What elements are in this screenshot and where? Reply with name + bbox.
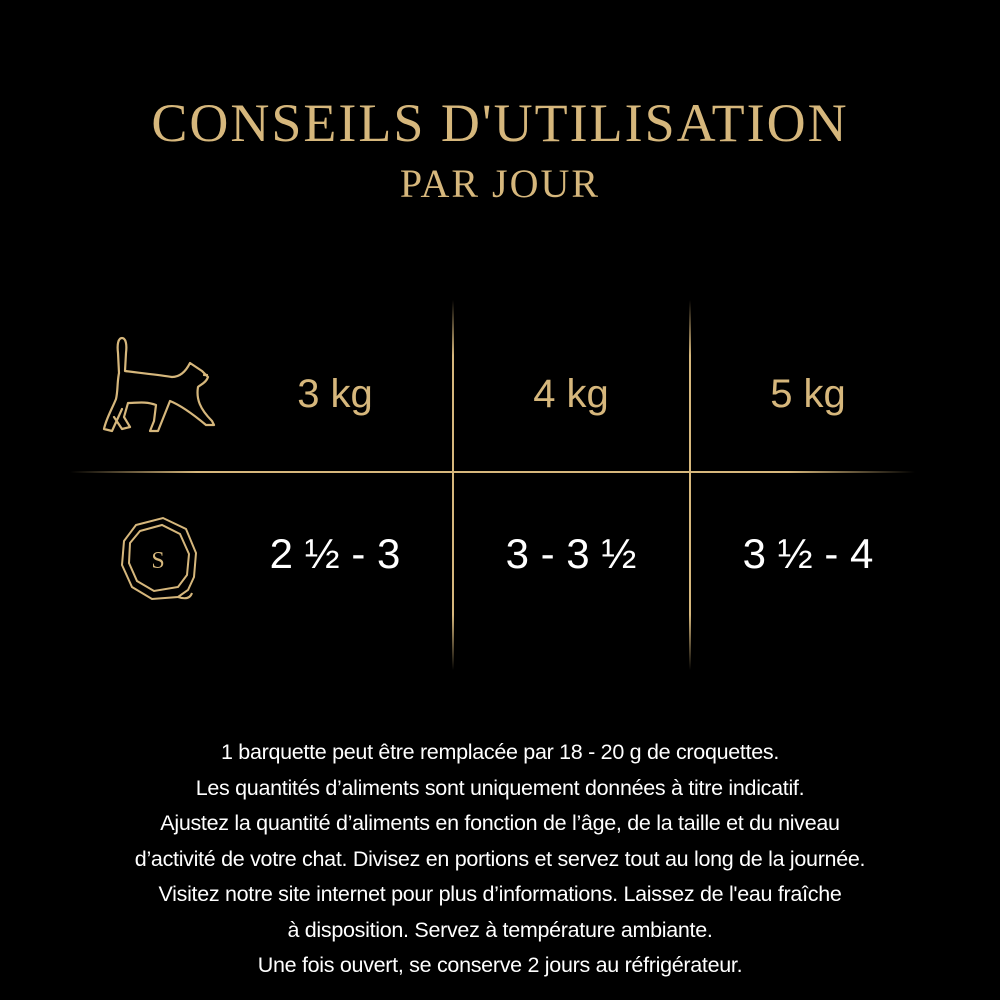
quantity-3kg: 2 ½ - 3 (269, 530, 401, 577)
page-subtitle: PAR JOUR (399, 161, 601, 206)
pouch-seal-icon: S (120, 516, 198, 601)
weight-4kg: 4 kg (533, 372, 609, 416)
quantity-5kg: 3 ½ - 4 (742, 530, 874, 577)
cat-icon (102, 336, 216, 433)
quantity-4kg: 3 - 3 ½ (505, 530, 637, 577)
note-line: Ajustez la quantité d’aliments en foncti… (160, 811, 840, 835)
note-line: Visitez notre site internet pour plus d’… (158, 882, 842, 906)
seal-letter: S (151, 548, 164, 574)
note-line: à disposition. Servez à température ambi… (287, 917, 713, 942)
note-line: d’activité de votre chat. Divisez en por… (134, 846, 866, 871)
usage-notes: 1 barquette peut être remplacée par 18 -… (20, 735, 980, 984)
column-divider (689, 300, 691, 670)
page-title: CONSEILS D'UTILISATION (151, 93, 849, 153)
column-divider (452, 300, 454, 670)
weight-5kg: 5 kg (770, 372, 846, 416)
weight-3kg: 3 kg (297, 372, 373, 416)
note-line: 1 barquette peut être remplacée par 18 -… (220, 740, 780, 764)
row-divider (70, 471, 915, 473)
note-line: Les quantités d’aliments sont uniquement… (195, 775, 805, 800)
note-line: Une fois ouvert, se conserve 2 jours au … (257, 953, 743, 977)
